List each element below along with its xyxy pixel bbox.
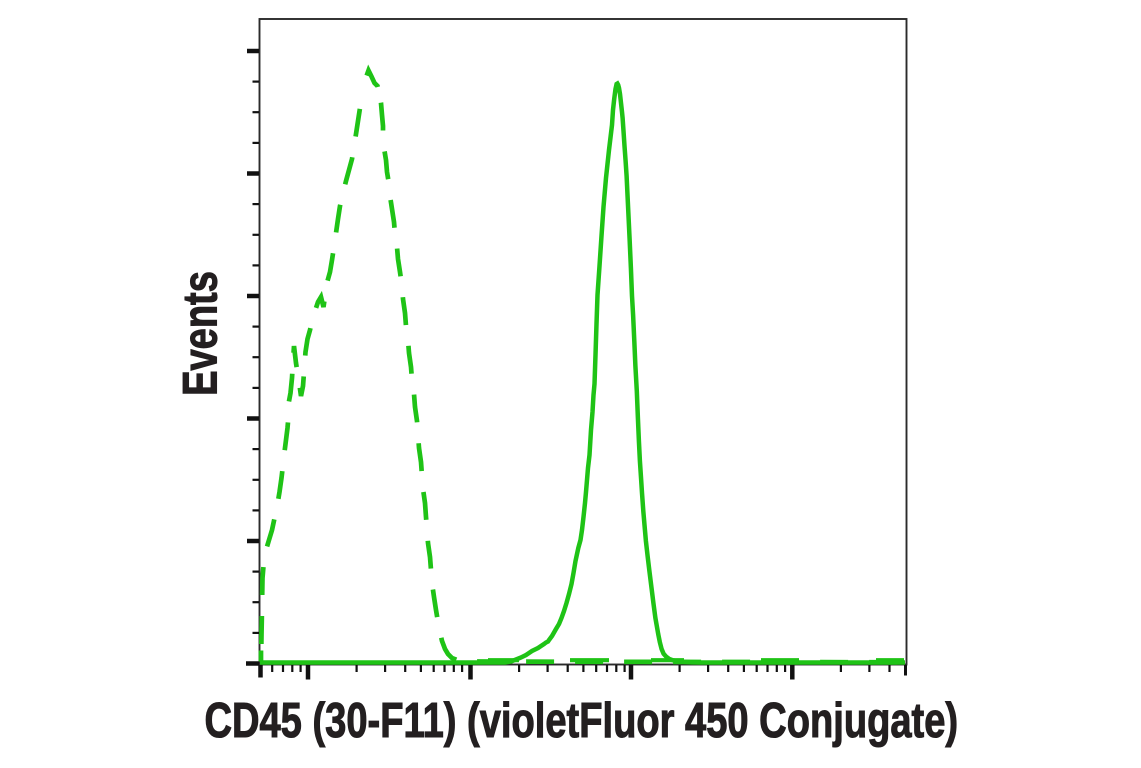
svg-text:CD45 (30-F11) (violetFluor 450: CD45 (30-F11) (violetFluor 450 Conjugate… xyxy=(204,693,958,748)
svg-text:Events: Events xyxy=(174,271,227,396)
